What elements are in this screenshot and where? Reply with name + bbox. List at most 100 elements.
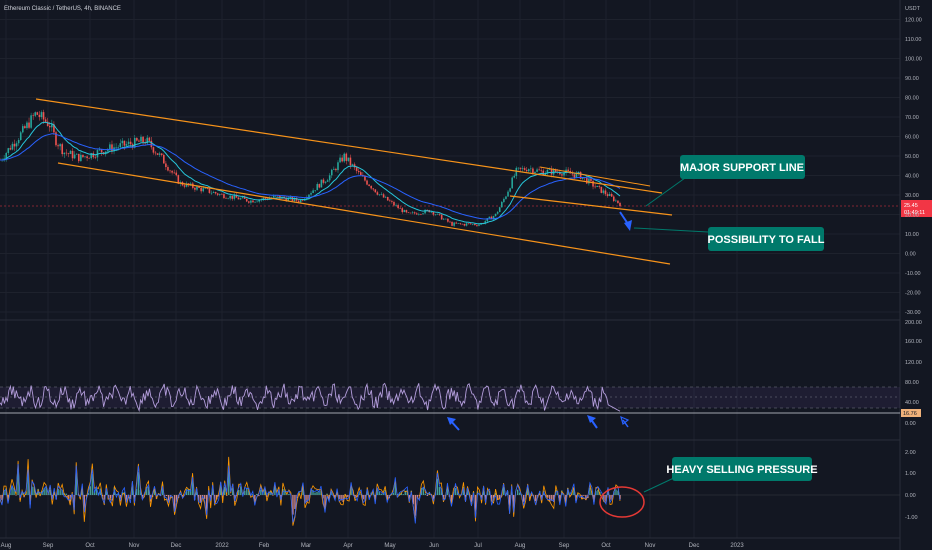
rsi-arrow-icon-3[interactable]: [620, 415, 630, 428]
candle-body: [73, 154, 76, 159]
oscillator-bar: [17, 468, 19, 495]
oscillator-bar: [95, 488, 98, 495]
price-axis[interactable]: USDT 25.45 01:49:11 120.00 110.00 100.00 90…: [901, 6, 932, 316]
candle-body: [119, 143, 122, 148]
candle-body: [554, 169, 557, 172]
candle-body: [438, 213, 441, 215]
candle-body: [517, 167, 520, 169]
candle-body: [299, 199, 302, 203]
oscillator-bar: [454, 488, 457, 495]
oscillator-bar: [579, 495, 581, 496]
callout-major-support-text: MAJOR SUPPORT LINE: [680, 162, 804, 174]
candle-body: [231, 195, 234, 199]
local-resistance-line[interactable]: [539, 166, 651, 187]
oscillator-bar: [179, 494, 182, 495]
major-support-line[interactable]: [509, 195, 673, 216]
candle-body: [245, 198, 248, 202]
candle-body: [573, 174, 576, 178]
rsi-axis[interactable]: 16.76 200.00 160.00 120.00 80.00 40.00 0.00: [901, 320, 922, 427]
candle-body: [368, 184, 370, 186]
oscillator-bar: [424, 493, 427, 495]
oscillator-bar: [581, 495, 583, 499]
oscillator-bar: [13, 488, 15, 495]
oscillator-bar: [607, 488, 609, 495]
candle-body: [455, 222, 457, 224]
price-pane[interactable]: MAJOR SUPPORT LINE POSSIBILITY TO FALL: [0, 98, 900, 265]
oscillator-bar: [545, 495, 547, 497]
candle-body: [69, 150, 72, 154]
time-tick-label: Sep: [559, 543, 570, 549]
candle-body: [154, 152, 157, 154]
oscillator-bar: [65, 493, 67, 495]
candle-body: [84, 156, 86, 158]
oscillator-bar: [314, 492, 316, 495]
candle-body: [26, 122, 28, 129]
oscillator-bar: [199, 495, 202, 503]
candle-body: [150, 140, 153, 148]
candle-body: [129, 141, 132, 145]
rsi-tick-label: 80.00: [905, 380, 919, 386]
candle-body: [88, 158, 90, 159]
time-tick-label: Apr: [343, 543, 352, 549]
candle-body: [403, 210, 406, 213]
oscillator-bar: [203, 495, 206, 499]
time-axis[interactable]: Aug Sep Oct Nov Dec 2022 Feb Mar Apr May Jun Jul Aug…: [1, 543, 745, 549]
candle-body: [567, 169, 569, 171]
selling-pressure-ellipse[interactable]: [599, 486, 645, 518]
oscillator-bar: [292, 495, 294, 515]
candle-body: [399, 208, 402, 209]
oscillator-bar: [187, 489, 190, 495]
candle-body: [301, 199, 304, 201]
candle-body: [498, 207, 501, 213]
candle-body: [61, 144, 64, 155]
candle-body: [530, 168, 532, 170]
oscillator-pane[interactable]: HEAVY SELLING PRESSURE: [0, 456, 900, 526]
channel-lower-line[interactable]: [57, 162, 671, 265]
oscillator-bar: [288, 494, 290, 495]
candle-body: [30, 115, 32, 128]
price-tick-label: 100.00: [905, 57, 922, 63]
rsi-arrow-icon-2[interactable]: [587, 415, 598, 429]
candle-body: [442, 218, 445, 220]
candle-body: [75, 153, 78, 155]
rsi-pane[interactable]: [0, 382, 900, 431]
candle-body: [82, 154, 84, 158]
oscillator-bar: [516, 489, 519, 495]
candle-body: [67, 153, 70, 154]
oscillator-bar: [416, 495, 419, 499]
oscillator-bar: [595, 491, 597, 495]
candle-body: [474, 223, 476, 226]
candle-body: [339, 157, 341, 163]
oscillator-axis[interactable]: 2.00 1.00 0.00 -1.00: [905, 450, 918, 521]
candle-body: [380, 194, 383, 195]
candle-body: [465, 223, 468, 226]
candle-body: [227, 198, 229, 199]
callout-heavy-selling[interactable]: HEAVY SELLING PRESSURE: [666, 457, 818, 481]
candle-body: [349, 157, 352, 166]
oscillator-bar: [302, 487, 304, 495]
candle-body: [320, 179, 323, 188]
callout-possibility-fall[interactable]: POSSIBILITY TO FALL: [708, 227, 825, 251]
candle-body: [395, 205, 397, 206]
channel-upper-line[interactable]: [35, 98, 663, 194]
oscillator-bar: [615, 489, 617, 495]
rsi-arrow-icon-1[interactable]: [447, 417, 460, 431]
candle-body: [586, 177, 588, 184]
candle-body: [594, 186, 596, 188]
symbol-header[interactable]: Ethereum Classic / TetherUS, 4h, BINANCE: [4, 6, 121, 12]
price-tick-label: -30.00: [905, 310, 921, 316]
candle-body: [256, 201, 258, 203]
candle-body: [478, 224, 480, 226]
candle-body: [577, 171, 580, 173]
oscillator-bar: [380, 493, 382, 495]
oscillator-bar: [322, 495, 324, 499]
candle-body: [208, 188, 211, 193]
callout-possibility-fall-pointer: [633, 227, 709, 233]
candle-body: [77, 153, 80, 162]
callout-major-support-pointer: [645, 177, 686, 207]
candle-body: [405, 210, 408, 213]
oscillator-bar: [484, 495, 487, 501]
candle-body: [378, 194, 381, 196]
callout-major-support[interactable]: MAJOR SUPPORT LINE: [680, 155, 805, 179]
